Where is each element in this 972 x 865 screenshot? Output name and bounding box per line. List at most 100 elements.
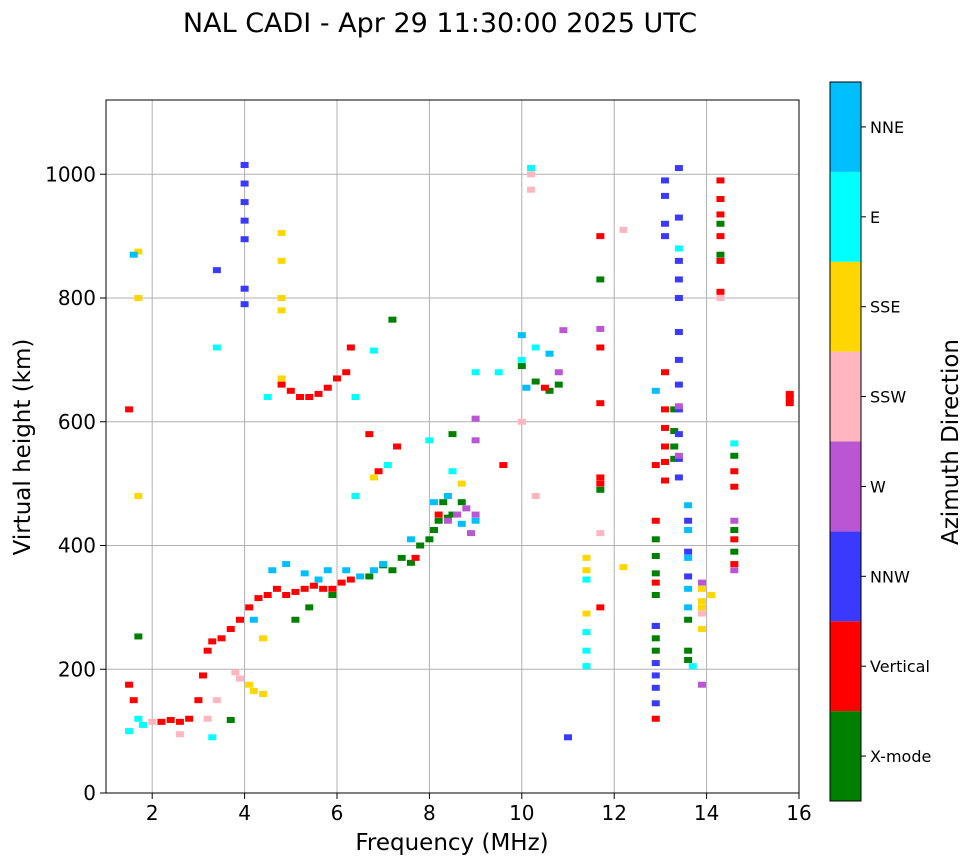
data-point bbox=[416, 542, 425, 549]
data-point bbox=[674, 356, 683, 363]
data-point bbox=[517, 363, 526, 370]
data-point bbox=[564, 734, 572, 741]
data-point bbox=[545, 387, 554, 394]
data-point bbox=[226, 716, 235, 723]
series-x-mode bbox=[134, 220, 739, 723]
data-point bbox=[245, 681, 254, 688]
data-point bbox=[166, 716, 175, 723]
data-point bbox=[730, 468, 739, 475]
data-point bbox=[453, 511, 462, 518]
data-point bbox=[674, 452, 683, 459]
data-point bbox=[651, 672, 660, 679]
x-tick-label: 12 bbox=[601, 801, 626, 825]
data-point bbox=[697, 626, 706, 633]
x-tick-label: 8 bbox=[423, 801, 436, 825]
data-point bbox=[369, 347, 378, 354]
data-point bbox=[697, 604, 706, 611]
grid-lines bbox=[106, 100, 800, 794]
data-point bbox=[471, 369, 480, 376]
data-point bbox=[134, 715, 143, 722]
data-point bbox=[411, 554, 420, 561]
data-point bbox=[245, 604, 254, 611]
data-point bbox=[240, 236, 249, 243]
data-point bbox=[300, 570, 309, 577]
data-point bbox=[157, 718, 166, 725]
data-point bbox=[596, 480, 605, 487]
data-point bbox=[596, 474, 605, 481]
data-point bbox=[670, 406, 679, 413]
data-point bbox=[674, 295, 683, 301]
data-point bbox=[494, 369, 503, 376]
data-point bbox=[684, 502, 693, 509]
data-point bbox=[531, 344, 540, 351]
colorbar: X-mode Vertical NNW W SSW SSE E NNE bbox=[829, 81, 931, 802]
data-point bbox=[443, 514, 452, 521]
data-point bbox=[374, 468, 383, 475]
data-point bbox=[697, 585, 706, 592]
data-point bbox=[517, 418, 526, 425]
colorbar-segment bbox=[830, 441, 861, 532]
data-point bbox=[240, 199, 249, 206]
data-point bbox=[596, 325, 605, 332]
data-point bbox=[134, 295, 143, 301]
data-point bbox=[296, 394, 305, 400]
data-point bbox=[125, 728, 134, 735]
data-point bbox=[254, 595, 263, 602]
x-tick-label: 16 bbox=[786, 801, 811, 825]
data-point bbox=[582, 663, 591, 670]
data-point bbox=[379, 561, 388, 568]
data-point bbox=[582, 554, 591, 561]
colorbar-segment bbox=[830, 351, 861, 442]
data-point bbox=[240, 161, 249, 168]
data-point bbox=[716, 211, 725, 218]
data-point bbox=[619, 564, 628, 571]
data-point bbox=[674, 165, 683, 172]
data-point bbox=[277, 230, 286, 237]
data-point bbox=[397, 554, 406, 561]
data-point bbox=[185, 715, 194, 722]
data-point bbox=[651, 660, 660, 667]
series-sse bbox=[134, 230, 716, 697]
data-point bbox=[203, 647, 212, 654]
data-point bbox=[448, 431, 457, 438]
data-point bbox=[448, 511, 457, 518]
data-point bbox=[356, 573, 365, 580]
y-axis-label: Virtual height (km) bbox=[10, 339, 36, 556]
data-point bbox=[670, 443, 679, 450]
data-point bbox=[471, 415, 480, 422]
data-point bbox=[596, 530, 605, 537]
data-point bbox=[674, 276, 683, 283]
data-point bbox=[471, 517, 480, 524]
data-point bbox=[434, 517, 443, 524]
colorbar-tick-label: NNE bbox=[870, 118, 904, 137]
data-point bbox=[282, 561, 291, 568]
data-point bbox=[559, 327, 568, 334]
data-point bbox=[596, 344, 605, 351]
data-point bbox=[240, 301, 249, 308]
data-point bbox=[716, 288, 725, 295]
data-point bbox=[457, 480, 466, 487]
data-point bbox=[785, 395, 794, 402]
data-point bbox=[443, 517, 452, 524]
plot-frame bbox=[105, 99, 800, 794]
data-point bbox=[674, 214, 683, 221]
data-point bbox=[684, 517, 693, 524]
data-point bbox=[277, 381, 286, 388]
data-point bbox=[684, 647, 693, 654]
series-e bbox=[125, 165, 739, 741]
data-point bbox=[277, 295, 286, 301]
data-point bbox=[661, 192, 670, 199]
data-point bbox=[199, 672, 208, 679]
data-point bbox=[430, 499, 439, 506]
x-tick-label: 6 bbox=[331, 801, 344, 825]
data-point bbox=[342, 369, 351, 376]
data-point bbox=[282, 592, 291, 598]
data-point bbox=[323, 567, 332, 574]
data-point bbox=[439, 499, 448, 506]
data-point bbox=[305, 394, 314, 400]
colorbar-label: Azimuth Direction bbox=[938, 339, 964, 545]
data-point bbox=[596, 486, 605, 493]
data-point bbox=[730, 536, 739, 543]
data-point bbox=[434, 511, 443, 518]
data-point bbox=[383, 462, 392, 469]
